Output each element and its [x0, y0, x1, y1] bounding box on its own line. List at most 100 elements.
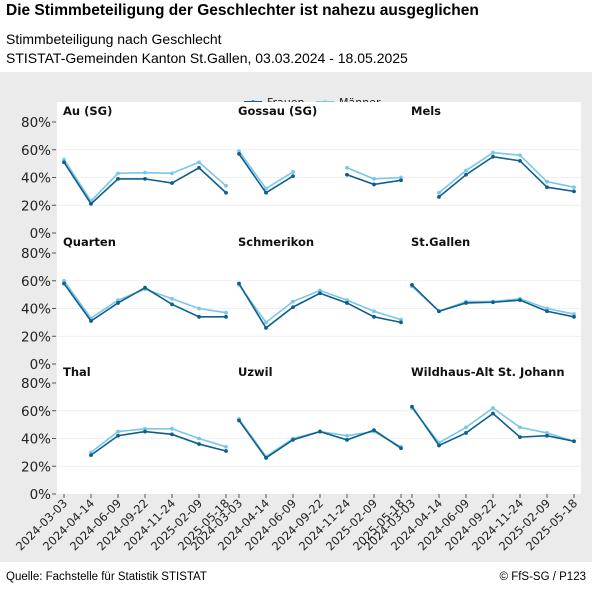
data-point-frauen: [170, 432, 174, 437]
data-point-maenner: [116, 429, 120, 434]
data-point-frauen: [62, 281, 66, 286]
data-point-frauen: [291, 305, 295, 310]
data-point-frauen: [545, 185, 549, 190]
y-tick-label: 40%: [21, 432, 51, 448]
facet-panel: [405, 102, 581, 233]
data-point-frauen: [197, 165, 201, 170]
facet-label: Mels: [411, 104, 441, 118]
data-point-maenner: [197, 306, 201, 311]
data-point-frauen: [237, 281, 241, 286]
data-point-frauen: [464, 431, 468, 435]
facet-panel: [405, 363, 581, 494]
data-point-frauen: [345, 437, 349, 442]
data-point-frauen: [518, 435, 522, 440]
data-point-frauen: [437, 309, 441, 314]
data-point-maenner: [170, 296, 174, 301]
data-point-frauen: [318, 429, 322, 434]
data-point-frauen: [89, 319, 93, 323]
data-point-frauen: [89, 453, 93, 458]
data-point-maenner: [345, 165, 349, 170]
data-point-frauen: [224, 449, 228, 453]
data-point-frauen: [410, 404, 414, 409]
data-point-maenner: [437, 190, 441, 195]
data-point-frauen: [491, 154, 495, 159]
data-point-maenner: [491, 150, 495, 155]
data-point-frauen: [464, 172, 468, 177]
data-point-frauen: [399, 178, 403, 183]
data-point-frauen: [572, 189, 576, 194]
series-line-frauen: [90, 430, 227, 456]
data-point-frauen: [437, 443, 441, 448]
data-point-frauen: [264, 190, 268, 195]
data-point-maenner: [197, 160, 201, 165]
data-point-frauen: [491, 300, 495, 305]
data-point-maenner: [572, 312, 576, 316]
facet-panel: [405, 233, 581, 364]
y-tick-label: 80%: [21, 376, 51, 392]
data-point-maenner: [116, 298, 120, 303]
data-point-frauen: [264, 326, 268, 330]
data-point-maenner: [116, 171, 120, 176]
data-point-maenner: [545, 306, 549, 311]
data-point-frauen: [518, 158, 522, 163]
chart-subtitle: Stimmbeteiligung nach Geschlecht: [6, 31, 222, 47]
data-point-frauen: [116, 433, 120, 438]
data-point-maenner: [464, 168, 468, 173]
data-point-frauen: [464, 301, 468, 305]
data-point-maenner: [372, 176, 376, 181]
data-point-frauen: [437, 195, 441, 199]
data-point-maenner: [224, 444, 228, 449]
data-point-maenner: [197, 436, 201, 441]
data-point-frauen: [372, 428, 376, 433]
data-point-frauen: [410, 283, 414, 287]
data-point-maenner: [399, 175, 403, 180]
data-point-frauen: [237, 152, 241, 156]
facet-label: Wildhaus-Alt St. Johann: [411, 365, 565, 379]
facet-panel: [57, 233, 233, 364]
data-point-frauen: [62, 160, 66, 165]
facet-label: St.Gallen: [411, 235, 470, 249]
data-point-frauen: [116, 301, 120, 305]
data-point-frauen: [518, 298, 522, 303]
facet-label: Gossau (SG): [238, 104, 317, 118]
y-tick-label: 80%: [21, 246, 51, 262]
data-point-maenner: [62, 157, 66, 162]
data-point-maenner: [89, 450, 93, 455]
data-point-frauen: [224, 190, 228, 195]
data-point-maenner: [237, 149, 241, 154]
data-point-maenner: [491, 406, 495, 410]
facet-label: Schmerikon: [238, 235, 314, 249]
y-tick-label: 40%: [21, 171, 51, 187]
data-point-frauen: [372, 314, 376, 319]
facet-label: Quarten: [63, 235, 116, 249]
data-point-maenner: [318, 288, 322, 293]
y-tick-label: 0%: [30, 226, 52, 242]
data-point-maenner: [572, 185, 576, 190]
y-tick-label: 20%: [21, 329, 51, 345]
series-line-frauen: [438, 155, 575, 198]
data-point-maenner: [62, 278, 66, 283]
data-point-frauen: [399, 320, 403, 325]
data-point-maenner: [291, 299, 295, 304]
facet-panel: [232, 233, 408, 364]
data-point-frauen: [143, 285, 147, 290]
data-point-frauen: [170, 302, 174, 307]
chart-subtitle-period: STISTAT-Gemeinden Kanton St.Gallen, 03.0…: [6, 50, 408, 66]
data-point-maenner: [545, 179, 549, 184]
chart-area: FrauenMänner0%20%40%60%80%0%20%40%60%80%…: [0, 72, 592, 562]
data-point-frauen: [372, 182, 376, 187]
data-point-frauen: [291, 437, 295, 442]
data-point-maenner: [345, 298, 349, 303]
data-point-frauen: [116, 176, 120, 181]
y-tick-label: 80%: [21, 115, 51, 131]
data-point-maenner: [143, 426, 147, 431]
source-note: Quelle: Fachstelle für Statistik STISTAT: [6, 571, 207, 583]
data-point-frauen: [237, 418, 241, 423]
data-point-maenner: [345, 433, 349, 438]
data-point-frauen: [399, 446, 403, 451]
series-line-maenner: [90, 427, 227, 454]
data-point-frauen: [89, 201, 93, 206]
y-tick-label: 40%: [21, 302, 51, 318]
y-tick-label: 0%: [30, 487, 52, 503]
data-point-frauen: [170, 181, 174, 185]
